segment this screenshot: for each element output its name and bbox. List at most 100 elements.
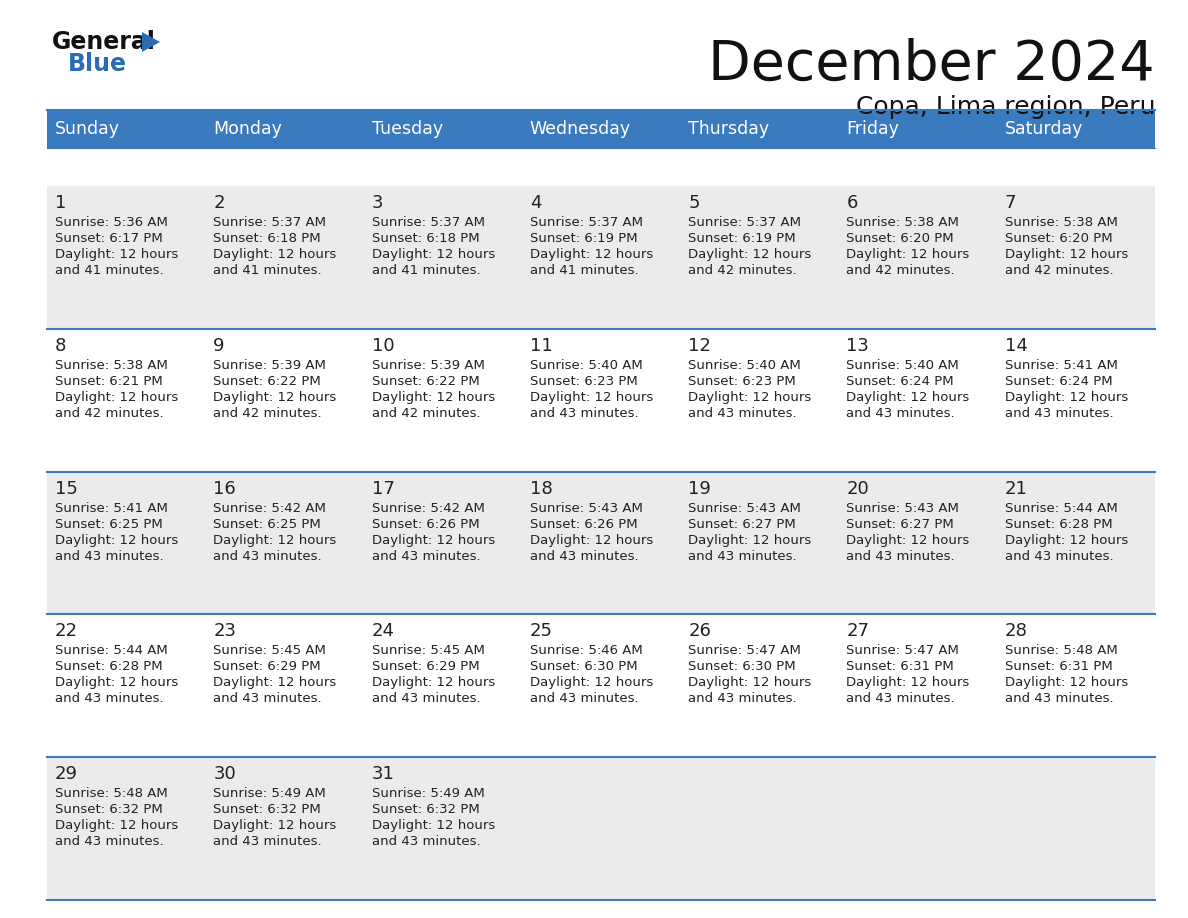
Text: 5: 5 <box>688 194 700 212</box>
Text: Sunrise: 5:44 AM: Sunrise: 5:44 AM <box>55 644 168 657</box>
Text: Sunset: 6:18 PM: Sunset: 6:18 PM <box>214 232 321 245</box>
Text: 7: 7 <box>1005 194 1016 212</box>
Text: Sunrise: 5:46 AM: Sunrise: 5:46 AM <box>530 644 643 657</box>
Text: 10: 10 <box>372 337 394 354</box>
Text: Sunset: 6:26 PM: Sunset: 6:26 PM <box>530 518 638 531</box>
Text: Daylight: 12 hours: Daylight: 12 hours <box>214 533 336 546</box>
Text: 24: 24 <box>372 622 394 641</box>
Text: and 42 minutes.: and 42 minutes. <box>55 407 164 420</box>
Text: General: General <box>52 30 156 54</box>
Text: and 43 minutes.: and 43 minutes. <box>1005 550 1113 563</box>
Text: 26: 26 <box>688 622 710 641</box>
Text: 17: 17 <box>372 479 394 498</box>
Text: Saturday: Saturday <box>1005 120 1083 138</box>
Text: Sunrise: 5:49 AM: Sunrise: 5:49 AM <box>372 788 485 800</box>
Text: Sunset: 6:20 PM: Sunset: 6:20 PM <box>1005 232 1112 245</box>
Text: Daylight: 12 hours: Daylight: 12 hours <box>55 391 178 404</box>
Text: 8: 8 <box>55 337 67 354</box>
Text: Sunset: 6:29 PM: Sunset: 6:29 PM <box>214 660 321 674</box>
Text: Daylight: 12 hours: Daylight: 12 hours <box>214 677 336 689</box>
Text: and 42 minutes.: and 42 minutes. <box>372 407 480 420</box>
Text: 29: 29 <box>55 766 78 783</box>
Text: Daylight: 12 hours: Daylight: 12 hours <box>846 391 969 404</box>
Text: Sunset: 6:19 PM: Sunset: 6:19 PM <box>688 232 796 245</box>
Text: Daylight: 12 hours: Daylight: 12 hours <box>530 533 653 546</box>
Text: 6: 6 <box>846 194 858 212</box>
Text: 18: 18 <box>530 479 552 498</box>
Text: Sunday: Sunday <box>55 120 120 138</box>
Text: 1: 1 <box>55 194 67 212</box>
Bar <box>48 472 1155 614</box>
Text: and 43 minutes.: and 43 minutes. <box>846 692 955 705</box>
Text: 13: 13 <box>846 337 870 354</box>
Text: Sunrise: 5:48 AM: Sunrise: 5:48 AM <box>1005 644 1118 657</box>
Text: Daylight: 12 hours: Daylight: 12 hours <box>846 533 969 546</box>
Text: Sunset: 6:28 PM: Sunset: 6:28 PM <box>1005 518 1112 531</box>
Text: 19: 19 <box>688 479 710 498</box>
Text: 27: 27 <box>846 622 870 641</box>
Text: Sunset: 6:17 PM: Sunset: 6:17 PM <box>55 232 163 245</box>
Text: Sunrise: 5:36 AM: Sunrise: 5:36 AM <box>55 216 168 229</box>
Text: and 43 minutes.: and 43 minutes. <box>688 550 797 563</box>
Text: Daylight: 12 hours: Daylight: 12 hours <box>846 248 969 261</box>
Text: Sunrise: 5:45 AM: Sunrise: 5:45 AM <box>372 644 485 657</box>
Text: 4: 4 <box>530 194 542 212</box>
Polygon shape <box>143 32 160 52</box>
Text: Sunset: 6:30 PM: Sunset: 6:30 PM <box>530 660 638 674</box>
Text: Sunset: 6:32 PM: Sunset: 6:32 PM <box>55 803 163 816</box>
Text: Daylight: 12 hours: Daylight: 12 hours <box>214 819 336 833</box>
Text: 15: 15 <box>55 479 78 498</box>
Text: and 43 minutes.: and 43 minutes. <box>846 550 955 563</box>
Text: Sunset: 6:27 PM: Sunset: 6:27 PM <box>688 518 796 531</box>
Text: and 43 minutes.: and 43 minutes. <box>1005 692 1113 705</box>
Text: Sunset: 6:24 PM: Sunset: 6:24 PM <box>1005 375 1112 387</box>
Text: Monday: Monday <box>214 120 283 138</box>
Text: Daylight: 12 hours: Daylight: 12 hours <box>1005 248 1127 261</box>
Text: Sunset: 6:21 PM: Sunset: 6:21 PM <box>55 375 163 387</box>
Text: Sunset: 6:32 PM: Sunset: 6:32 PM <box>214 803 321 816</box>
Text: Daylight: 12 hours: Daylight: 12 hours <box>1005 677 1127 689</box>
Text: Sunset: 6:27 PM: Sunset: 6:27 PM <box>846 518 954 531</box>
Text: Blue: Blue <box>68 52 127 76</box>
Text: and 42 minutes.: and 42 minutes. <box>1005 264 1113 277</box>
Text: Daylight: 12 hours: Daylight: 12 hours <box>688 533 811 546</box>
Text: Tuesday: Tuesday <box>372 120 443 138</box>
Text: and 43 minutes.: and 43 minutes. <box>214 550 322 563</box>
Text: December 2024: December 2024 <box>708 38 1155 92</box>
Text: and 43 minutes.: and 43 minutes. <box>372 835 480 848</box>
Text: Wednesday: Wednesday <box>530 120 631 138</box>
Text: Daylight: 12 hours: Daylight: 12 hours <box>372 248 495 261</box>
Text: and 43 minutes.: and 43 minutes. <box>55 692 164 705</box>
Text: and 43 minutes.: and 43 minutes. <box>214 692 322 705</box>
Text: Sunrise: 5:37 AM: Sunrise: 5:37 AM <box>372 216 485 229</box>
Text: Daylight: 12 hours: Daylight: 12 hours <box>214 391 336 404</box>
Text: Sunrise: 5:37 AM: Sunrise: 5:37 AM <box>530 216 643 229</box>
Text: 28: 28 <box>1005 622 1028 641</box>
Text: Sunrise: 5:38 AM: Sunrise: 5:38 AM <box>846 216 959 229</box>
Text: and 42 minutes.: and 42 minutes. <box>846 264 955 277</box>
Text: Daylight: 12 hours: Daylight: 12 hours <box>530 248 653 261</box>
Text: Sunrise: 5:41 AM: Sunrise: 5:41 AM <box>55 501 168 515</box>
Text: and 43 minutes.: and 43 minutes. <box>530 407 638 420</box>
Text: Sunset: 6:26 PM: Sunset: 6:26 PM <box>372 518 479 531</box>
Text: Sunrise: 5:42 AM: Sunrise: 5:42 AM <box>214 501 327 515</box>
Text: and 43 minutes.: and 43 minutes. <box>846 407 955 420</box>
Text: Daylight: 12 hours: Daylight: 12 hours <box>55 819 178 833</box>
Text: Sunrise: 5:41 AM: Sunrise: 5:41 AM <box>1005 359 1118 372</box>
Text: and 43 minutes.: and 43 minutes. <box>688 692 797 705</box>
Text: and 43 minutes.: and 43 minutes. <box>1005 407 1113 420</box>
Text: Sunset: 6:29 PM: Sunset: 6:29 PM <box>372 660 479 674</box>
Bar <box>48 329 1155 472</box>
Text: Sunrise: 5:42 AM: Sunrise: 5:42 AM <box>372 501 485 515</box>
Text: 3: 3 <box>372 194 383 212</box>
Text: Sunrise: 5:37 AM: Sunrise: 5:37 AM <box>214 216 327 229</box>
Text: Sunrise: 5:43 AM: Sunrise: 5:43 AM <box>688 501 801 515</box>
Text: and 43 minutes.: and 43 minutes. <box>530 692 638 705</box>
Text: Daylight: 12 hours: Daylight: 12 hours <box>372 819 495 833</box>
Text: Sunrise: 5:38 AM: Sunrise: 5:38 AM <box>1005 216 1118 229</box>
Text: and 42 minutes.: and 42 minutes. <box>214 407 322 420</box>
Text: Sunset: 6:32 PM: Sunset: 6:32 PM <box>372 803 479 816</box>
Text: Sunset: 6:19 PM: Sunset: 6:19 PM <box>530 232 638 245</box>
Text: Daylight: 12 hours: Daylight: 12 hours <box>846 677 969 689</box>
Text: Sunrise: 5:43 AM: Sunrise: 5:43 AM <box>530 501 643 515</box>
